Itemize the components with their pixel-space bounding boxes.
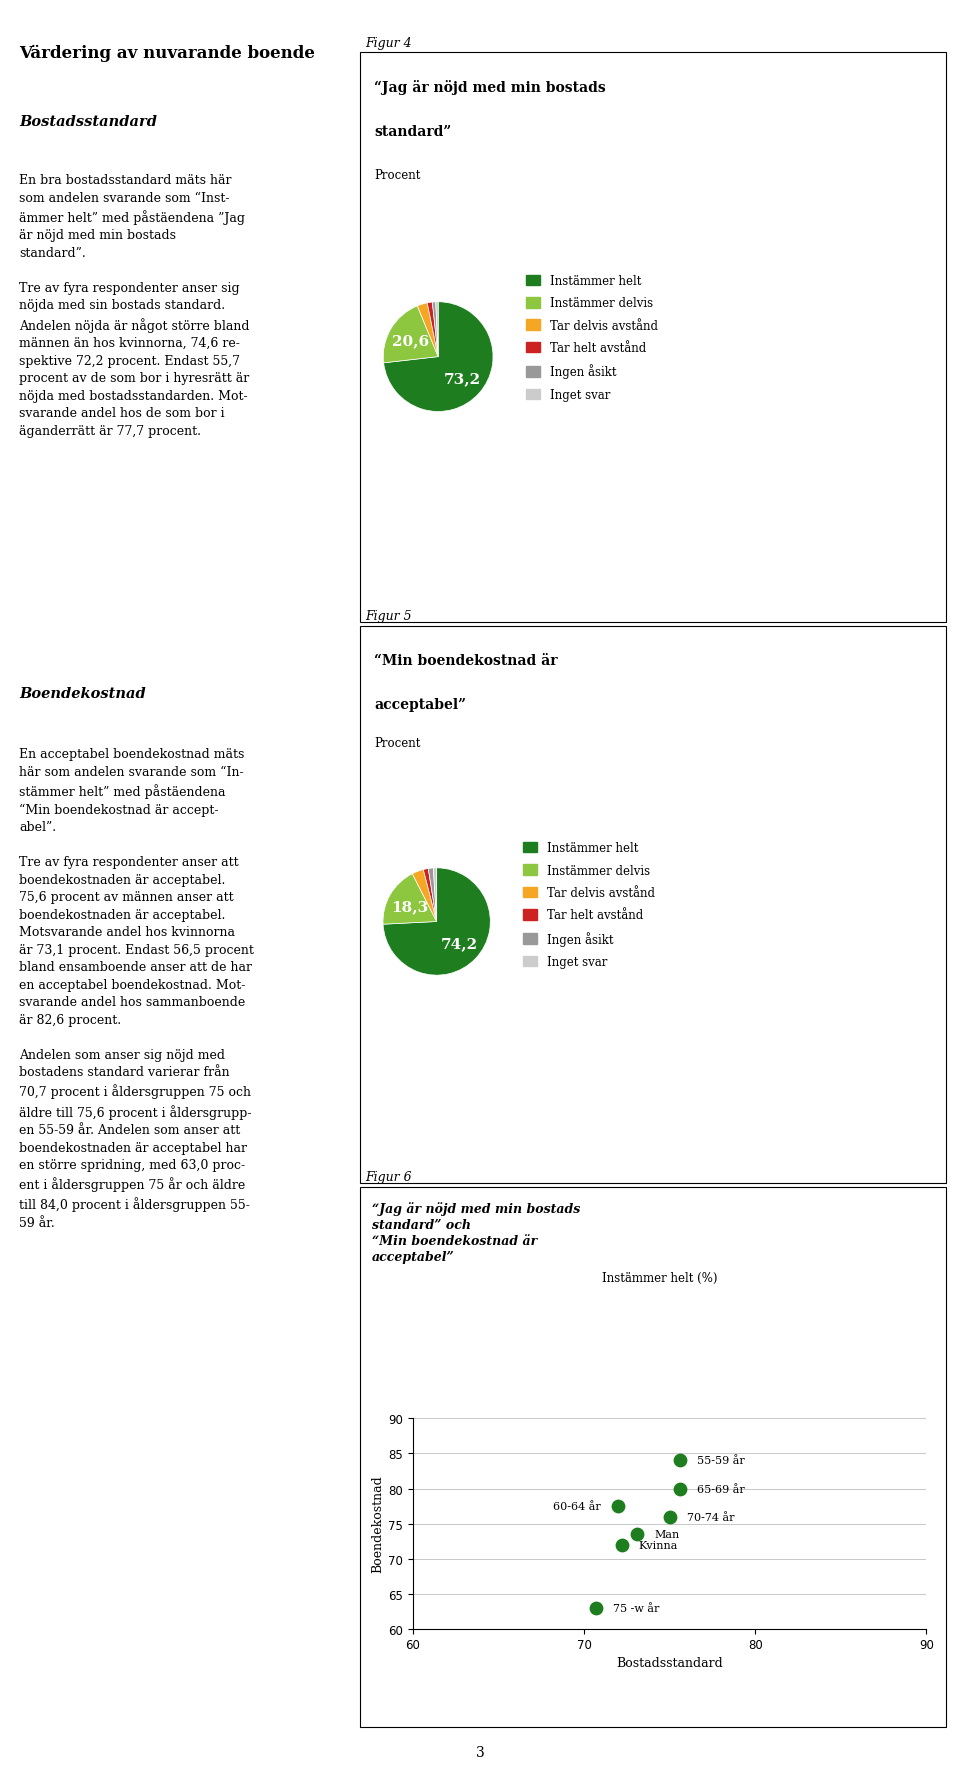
Text: acceptabel”: acceptabel” (374, 698, 467, 712)
Point (588, 1593, 604, 1622)
Text: Boendekostnad: Boendekostnad (19, 687, 146, 701)
Text: 18,3: 18,3 (391, 899, 428, 913)
Wedge shape (436, 303, 438, 358)
Y-axis label: Boendekostnad: Boendekostnad (371, 1476, 384, 1572)
Wedge shape (383, 306, 438, 363)
Text: 70-74 år: 70-74 år (686, 1511, 734, 1522)
Text: Figur 4: Figur 4 (365, 37, 412, 50)
Text: Bostadsstandard: Bostadsstandard (19, 116, 157, 130)
Wedge shape (423, 869, 437, 922)
Text: “Jag är nöjd med min bostads: “Jag är nöjd med min bostads (374, 80, 606, 94)
Text: standard”: standard” (374, 125, 451, 139)
Text: Kvinna: Kvinna (638, 1540, 678, 1550)
Point (661, 1502, 677, 1531)
Text: “Min boendekostnad är: “Min boendekostnad är (374, 653, 558, 668)
Text: Procent: Procent (374, 169, 420, 182)
Text: 60-64 år: 60-64 år (553, 1501, 601, 1511)
Point (611, 1492, 626, 1520)
Text: En bra bostadsstandard mäts här
som andelen svarande som “Inst-
ämmer helt” med : En bra bostadsstandard mäts här som ande… (19, 174, 250, 438)
Wedge shape (432, 303, 438, 358)
Text: En acceptabel boendekostnad mäts
här som andelen svarande som “In-
stämmer helt”: En acceptabel boendekostnad mäts här som… (19, 748, 254, 1230)
Text: 75 -w år: 75 -w år (613, 1602, 660, 1613)
Wedge shape (384, 303, 493, 413)
Text: Man: Man (654, 1529, 680, 1540)
Point (614, 1531, 630, 1559)
Text: 3: 3 (475, 1744, 485, 1759)
Text: 73,2: 73,2 (444, 372, 480, 386)
Point (630, 1520, 645, 1549)
Wedge shape (433, 869, 437, 922)
Point (672, 1447, 687, 1476)
Wedge shape (383, 869, 491, 975)
Text: 74,2: 74,2 (441, 936, 478, 951)
Text: 65-69 år: 65-69 år (697, 1485, 745, 1493)
Point (672, 1474, 687, 1502)
Text: Procent: Procent (374, 737, 420, 749)
Wedge shape (428, 869, 437, 922)
X-axis label: Bostadsstandard: Bostadsstandard (616, 1655, 723, 1668)
Text: “Jag är nöjd med min bostads
standard” och
“Min boendekostnad är
acceptabel”: “Jag är nöjd med min bostads standard” o… (372, 1202, 580, 1264)
Text: Figur 6: Figur 6 (365, 1171, 412, 1184)
Text: Instämmer helt (%): Instämmer helt (%) (602, 1271, 717, 1283)
Text: 55-59 år: 55-59 år (697, 1456, 745, 1465)
Legend: Instämmer helt, Instämmer delvis, Tar delvis avstånd, Tar helt avstånd, Ingen ås: Instämmer helt, Instämmer delvis, Tar de… (523, 842, 655, 968)
Text: 20,6: 20,6 (393, 335, 429, 349)
Wedge shape (412, 870, 437, 922)
Text: Värdering av nuvarande boende: Värdering av nuvarande boende (19, 44, 315, 62)
Legend: Instämmer helt, Instämmer delvis, Tar delvis avstånd, Tar helt avstånd, Ingen ås: Instämmer helt, Instämmer delvis, Tar de… (526, 274, 658, 402)
Wedge shape (418, 304, 438, 358)
Wedge shape (383, 874, 437, 924)
Text: Figur 5: Figur 5 (365, 611, 412, 623)
Wedge shape (427, 303, 438, 358)
